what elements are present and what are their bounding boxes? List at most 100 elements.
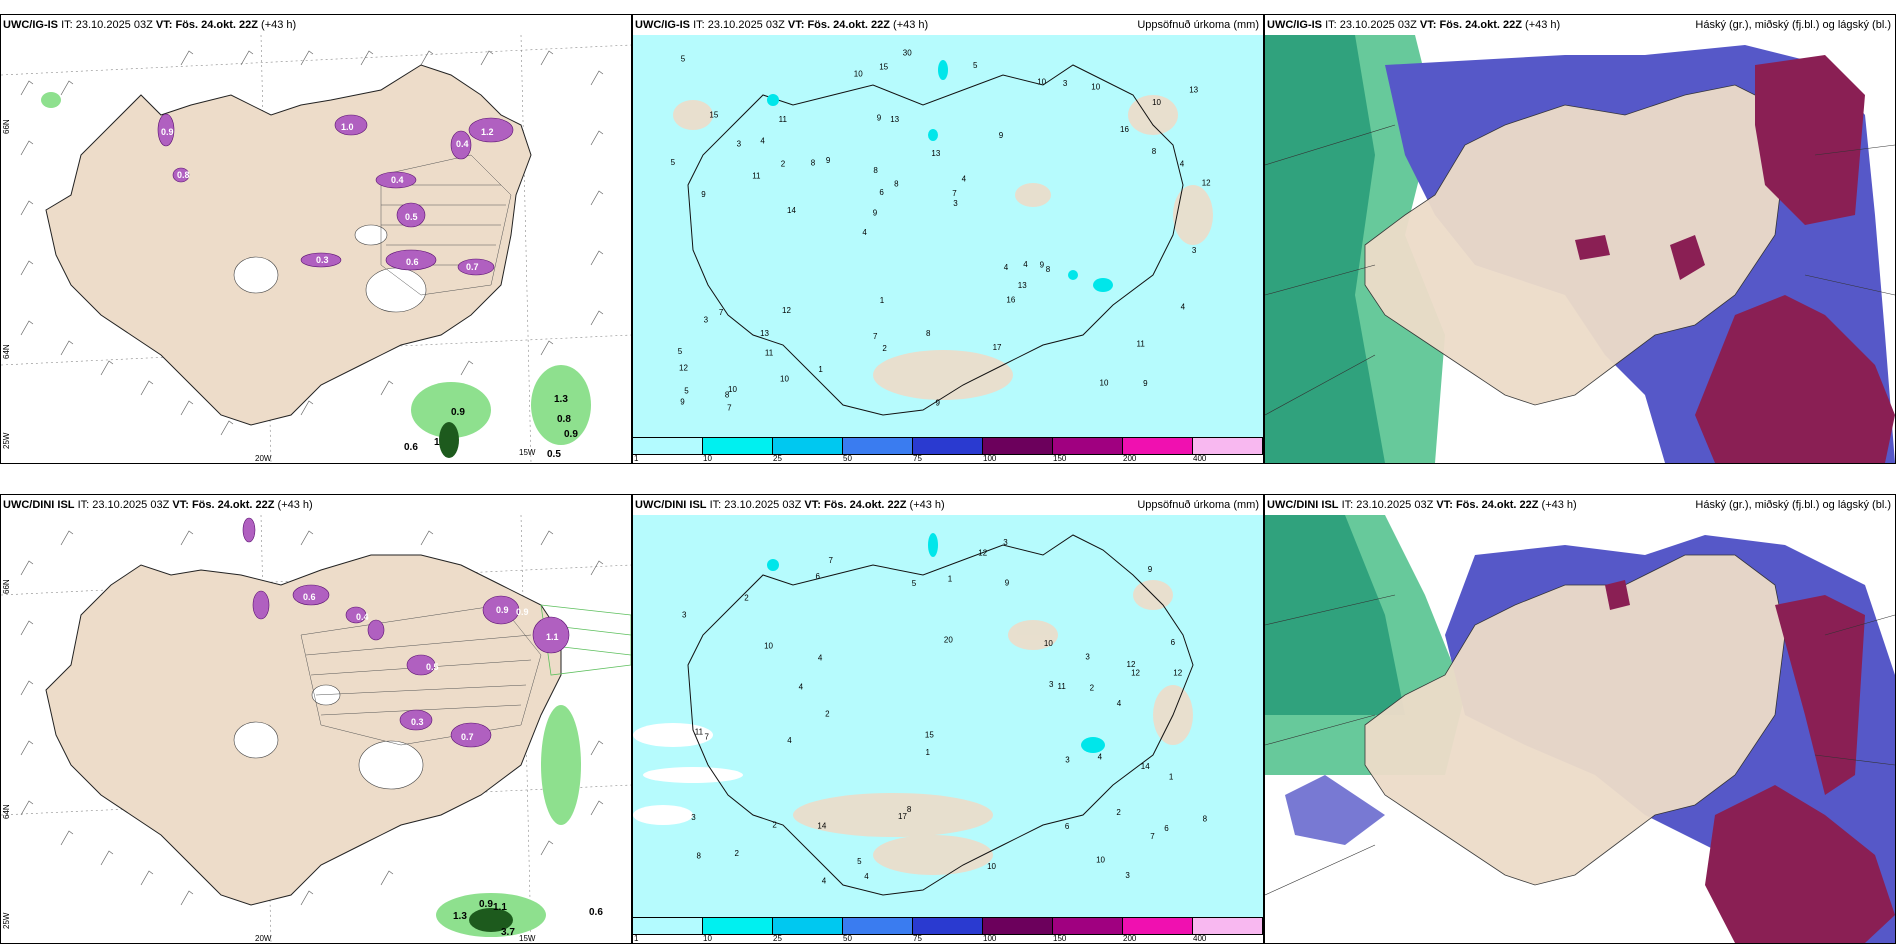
lead-time: (+43 h)	[909, 499, 945, 511]
iceland-outline	[687, 534, 1194, 896]
iceland-land	[1364, 84, 1786, 406]
wind-value: 1.3	[453, 911, 467, 922]
colorbar-tick: 150	[1053, 454, 1067, 463]
precip-value: 8	[873, 166, 878, 175]
ice-value: 0.5	[426, 662, 439, 672]
precip-value: 9	[826, 156, 831, 165]
ice-value: 0.4	[456, 139, 469, 149]
precip-value: 11	[695, 728, 704, 737]
it-value: 23.10.2025 03Z	[1339, 19, 1417, 31]
precip-value: 4	[799, 682, 804, 691]
wind-value: 0.6	[589, 907, 603, 918]
precip-value: 7	[719, 308, 724, 317]
precip-value: 15	[879, 63, 888, 72]
colorbar-tick: 50	[843, 454, 852, 463]
ice-value: 0.9	[516, 607, 529, 617]
lead-time: (+43 h)	[1541, 499, 1577, 511]
colorbar-boxes	[633, 917, 1263, 935]
vt-value: Fös. 24.okt. 22Z	[823, 499, 907, 511]
lon-25w-label: 25W	[2, 912, 11, 929]
ice-value: 0.4	[356, 612, 369, 622]
colorbar-tick: 25	[773, 454, 782, 463]
precip-value: 10	[987, 862, 996, 871]
precip-value: 9	[1143, 379, 1148, 388]
cloud-title: Háský (gr.), miðský (fj.bl.) og lágský (…	[1695, 499, 1891, 511]
precip-value: 9	[701, 190, 706, 199]
precip-value: 11	[765, 348, 774, 357]
iceland-land	[45, 554, 562, 906]
precip-value: 10	[1091, 82, 1100, 91]
colorbar-box	[633, 438, 703, 454]
lat-66n-label: 66N	[2, 579, 11, 594]
it-label: IT:	[693, 19, 705, 31]
panel-header: UWC/IG-IS IT: 23.10.2025 03Z VT: Fös. 24…	[633, 15, 1263, 35]
precip-value: 10	[1044, 639, 1053, 648]
precip-value: 12	[782, 306, 791, 315]
colorbar-box	[773, 918, 843, 934]
precip-value: 6	[1164, 824, 1169, 833]
precip-value: 1	[880, 296, 885, 305]
colorbar-tick: 10	[703, 934, 712, 943]
precip-value: 4	[962, 175, 967, 184]
lead-time: (+43 h)	[261, 19, 297, 31]
precip-value: 4	[1023, 260, 1028, 269]
colorbar-tick: 200	[1123, 454, 1137, 463]
colorbar-box	[773, 438, 843, 454]
colorbar-box	[1123, 918, 1193, 934]
precip-value: 12	[1202, 178, 1211, 187]
lead-time: (+43 h)	[1525, 19, 1561, 31]
precip-values-layer: 9910491091379121113481515124897611101210…	[671, 49, 1212, 413]
vt-label: VT:	[1419, 19, 1437, 31]
lat-64n-label: 64N	[2, 344, 11, 359]
precip-value: 6	[816, 572, 821, 581]
colorbar-tick: 400	[1193, 934, 1207, 943]
colorbar-tick: 1	[634, 934, 639, 943]
wind-value: 0.9	[479, 899, 493, 910]
vt-value: Fös. 24.okt. 22Z	[175, 19, 258, 31]
lon-15w-label: 15W	[519, 934, 536, 943]
ice-value: 0.3	[411, 717, 424, 727]
precip-value: 7	[705, 733, 710, 742]
lat-64n-label: 64N	[2, 804, 11, 819]
precip-value: 4	[787, 736, 792, 745]
precip-value: 5	[973, 61, 978, 70]
precip-value: 9	[873, 209, 878, 218]
precip-value: 17	[993, 343, 1002, 352]
colorbar-box	[703, 918, 773, 934]
model-name: UWC/DINI ISL	[635, 499, 707, 511]
precip-value: 2	[882, 344, 887, 353]
vt-label: VT:	[787, 19, 805, 31]
it-value: 23.10.2025 03Z	[1356, 499, 1434, 511]
ice-map: 0.9 0.6 1 1.3 0.8 0.9 0.5 0.9 1.2 0.4 0.…	[1, 35, 631, 463]
precip-value: 11	[752, 172, 761, 181]
wind-value: 1.1	[493, 902, 507, 913]
precip-value: 1	[1169, 772, 1174, 781]
ice-value: 0.5	[405, 212, 418, 222]
model-name: UWC/IG-IS	[3, 19, 58, 31]
it-label: IT:	[1341, 499, 1354, 511]
vt-label: VT:	[155, 19, 173, 31]
precip-value: 13	[760, 329, 769, 338]
model-name: UWC/IG-IS	[1267, 19, 1322, 31]
precip-value: 5	[681, 55, 686, 64]
precip-value: 1	[948, 574, 953, 583]
model-name: UWC/IG-IS	[635, 19, 690, 31]
precip-value: 3	[1065, 755, 1070, 764]
it-label: IT:	[1325, 19, 1337, 31]
precip-value: 2	[744, 594, 749, 603]
colorbar-box	[983, 438, 1053, 454]
precip-colorbar: 1 10 25 50 75 100 150 200 400	[633, 917, 1263, 943]
ice-value: 0.6	[406, 257, 419, 267]
ice-value: 0.8	[177, 170, 190, 180]
wind-value: 0.8	[557, 414, 571, 425]
precip-value: 8	[697, 852, 702, 861]
precip-value: 10	[764, 641, 773, 650]
precip-value: 3	[953, 199, 958, 208]
precip-value: 16	[1120, 125, 1129, 134]
it-label: IT:	[61, 19, 73, 31]
colorbar-tick: 75	[913, 454, 922, 463]
precip-value: 1	[926, 748, 931, 757]
precip-value: 8	[811, 159, 816, 168]
panel-header: UWC/DINI ISL IT: 23.10.2025 03Z VT: Fös.…	[1, 495, 631, 515]
iceland-land	[1364, 554, 1786, 886]
